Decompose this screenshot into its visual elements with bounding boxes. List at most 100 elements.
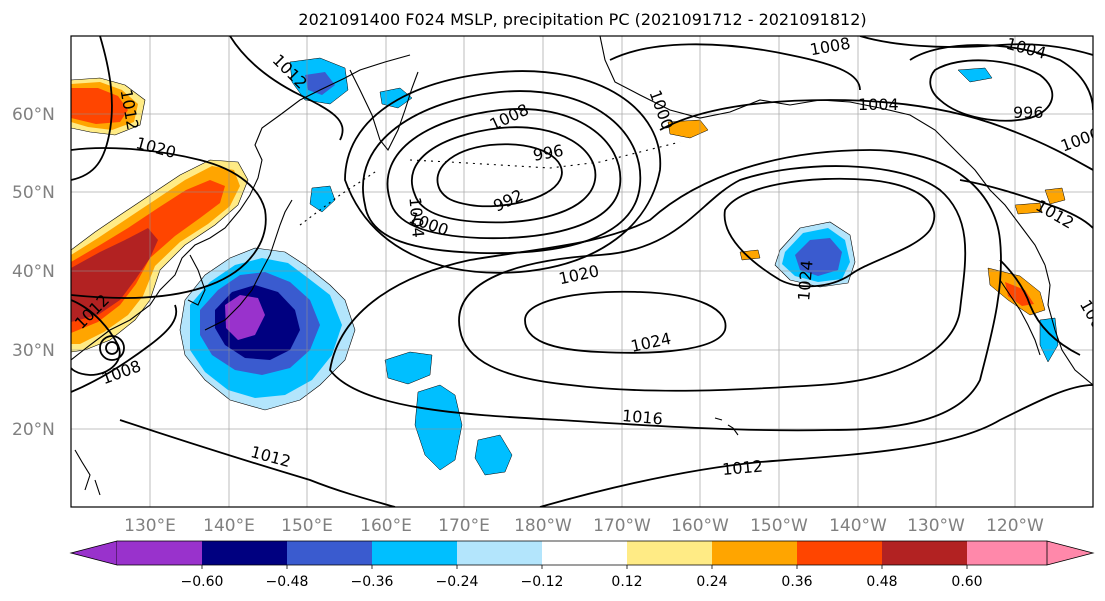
- isobar-1000: [386, 108, 622, 240]
- precip-pos-patch-d: [1014, 202, 1043, 215]
- colorbar-bin: [117, 541, 202, 565]
- colorbar-frame: [117, 540, 1047, 566]
- lon-tick-label: 130°E: [124, 516, 176, 536]
- isobar-992: [436, 143, 563, 208]
- isobar-1012-nw2: [229, 36, 344, 141]
- coast-asia: [71, 54, 411, 361]
- isobar-label: 1016: [621, 406, 663, 428]
- colorbar-bin: [627, 541, 712, 565]
- coast-northamerica: [1044, 264, 1093, 386]
- isobar-996-ne: [929, 59, 1054, 122]
- colorbar-tick-label: −0.48: [266, 574, 309, 590]
- isobar-1012-e: [999, 259, 1081, 356]
- coast-korea: [187, 254, 206, 306]
- isobar-996: [410, 126, 597, 224]
- colorbar-bin: [967, 541, 1047, 565]
- isobars: [71, 36, 1093, 507]
- precip-neg-patch-6: [309, 185, 336, 213]
- isobar-1004-ne: [859, 36, 1093, 56]
- isobar-label: 1012: [721, 456, 763, 478]
- colorbar-tick-label: −0.12: [521, 574, 564, 590]
- lat-tick-label: 40°N: [12, 262, 55, 282]
- colorbar-tick-label: −0.24: [436, 574, 479, 590]
- lon-tick-label: 160°E: [360, 516, 412, 536]
- colorbar-bin: [542, 541, 627, 565]
- coast-baja: [999, 279, 1041, 356]
- lat-tick-label: 50°N: [12, 183, 55, 203]
- isobar-1016: [329, 149, 1002, 432]
- isobar-1012-nw: [71, 36, 113, 181]
- isobar-1004: [362, 90, 642, 255]
- isobar-1008-e: [959, 179, 1093, 229]
- precip-fields: [71, 57, 1066, 476]
- precip-neg-patch-3: [474, 434, 513, 476]
- isobar-typhoon-ring-2: [105, 341, 119, 355]
- isobar-1012-south: [119, 384, 1093, 507]
- isobar-label: 1008: [808, 34, 851, 60]
- isobar-label: 1004: [858, 95, 899, 114]
- isobar-1004-mid: [659, 99, 1093, 171]
- coast-japan: [204, 199, 293, 331]
- isobar-label: 996: [1013, 103, 1044, 122]
- precip-pos-patch-a: [667, 119, 709, 139]
- isobar-1012-typhoon: [71, 299, 121, 376]
- isobar-1024-center: [524, 290, 727, 354]
- precip-neg-patch-4b: [305, 72, 335, 95]
- lon-tick-label: 150°E: [281, 516, 333, 536]
- colorbar-bin: [457, 541, 542, 565]
- precip-pos-patch-b2: [1005, 282, 1034, 306]
- isobar-typhoon-ring-1: [99, 335, 125, 361]
- precip-neg-npac-blue: [795, 238, 842, 276]
- lat-tick-label: 30°N: [12, 341, 55, 361]
- precip-neg-patch-7: [957, 67, 993, 83]
- colorbar-tick-label: −0.60: [181, 574, 224, 590]
- coast-philippines: [74, 449, 101, 496]
- isobar-1000-n: [609, 43, 861, 91]
- precip-neg-japan-purple: [225, 295, 265, 340]
- lon-tick-label: 150°W: [750, 516, 808, 536]
- coast-hawaii: [714, 417, 739, 436]
- colorbar-tick-label: 0.60: [951, 574, 982, 590]
- colorbar-bin: [287, 541, 372, 565]
- lon-tick-label: 140°W: [829, 516, 887, 536]
- lon-axis: 130°E 140°E 150°E 160°E 170°E 180°W 170°…: [124, 516, 1044, 536]
- lon-tick-label: 130°W: [907, 516, 965, 536]
- colorbar-tick-label: −0.36: [351, 574, 394, 590]
- precip-pos-asia-darkred: [71, 228, 158, 322]
- precip-neg-patch-2: [414, 384, 463, 471]
- isobar-1020-nw: [71, 147, 267, 299]
- colorbar-tick-label: 0.48: [866, 574, 897, 590]
- coast-kurils: [299, 169, 379, 226]
- colorbar-bin: [202, 541, 287, 565]
- colorbar: −0.60 −0.48 −0.36 −0.24 −0.12 0.12 0.24 …: [69, 540, 1095, 590]
- chart-title: 2021091400 F024 MSLP, precipitation PC (…: [298, 10, 867, 29]
- colorbar-bin: [712, 541, 797, 565]
- lat-tick-label: 60°N: [12, 105, 55, 125]
- isobar-1008-sw: [71, 304, 178, 393]
- coastlines: [71, 36, 1093, 496]
- colorbar-bin: [372, 541, 457, 565]
- colorbar-extend-low: [69, 540, 118, 566]
- coast-kamchatka: [349, 69, 419, 152]
- isobar-label: 1024: [794, 259, 816, 301]
- lon-tick-label: 140°E: [203, 516, 255, 536]
- map-frame: [70, 35, 1094, 508]
- colorbar-tick-label: 0.12: [611, 574, 642, 590]
- isobar-1020: [458, 165, 967, 392]
- lon-tick-label: 180°W: [514, 516, 572, 536]
- lat-tick-label: 20°N: [12, 420, 55, 440]
- precip-neg-patch-5: [379, 87, 413, 109]
- colorbar-bin: [882, 541, 967, 565]
- coast-aleutians: [409, 141, 681, 169]
- colorbar-extend-high: [1046, 540, 1095, 566]
- isobar-1008: [344, 70, 662, 274]
- lon-tick-label: 120°W: [986, 516, 1044, 536]
- precip-neg-patch-1: [384, 351, 433, 385]
- isobar-1000-ne: [909, 44, 1093, 111]
- isobar-label: 1004: [405, 196, 427, 238]
- lon-tick-label: 160°W: [671, 516, 729, 536]
- lon-tick-label: 170°W: [593, 516, 651, 536]
- colorbar-tick-label: 0.36: [781, 574, 812, 590]
- precip-pos-nw-red: [71, 88, 128, 124]
